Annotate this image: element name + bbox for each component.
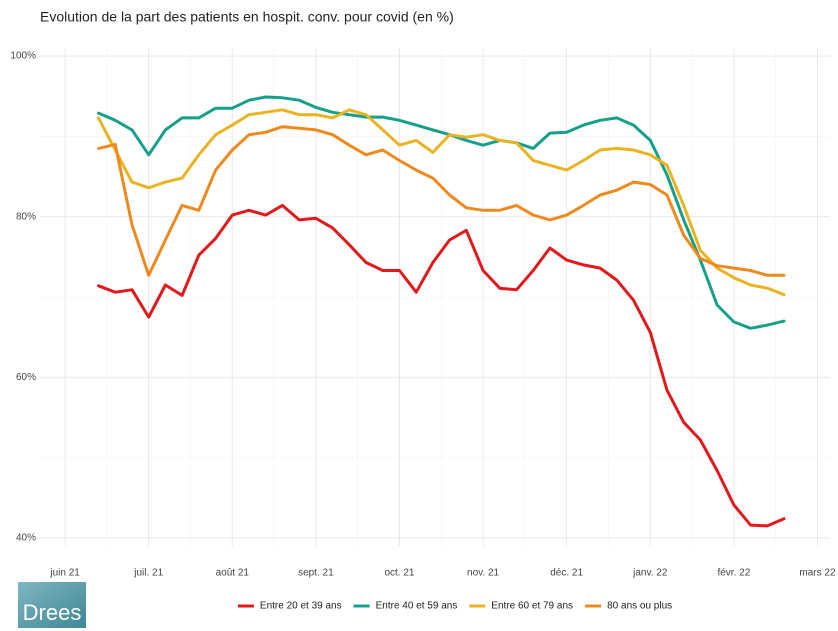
y-tick-label: 40% [16,533,36,544]
legend: Entre 20 et 39 ans Entre 40 et 59 ans Entr… [237,601,672,612]
logo-box [18,582,86,628]
x-tick-label: août 21 [216,568,250,579]
x-tick-label: juin 21 [49,568,80,579]
x-tick-label: juil. 21 [133,568,163,579]
legend-label: Entre 40 et 59 ans [376,601,458,612]
legend-label: Entre 60 et 79 ans [491,601,573,612]
chart-title: Evolution de la part des patients en hos… [40,9,454,25]
x-tick-label: nov. 21 [467,568,499,579]
x-tick-label: oct. 21 [384,568,414,579]
series-line [97,95,786,330]
series-line [97,108,786,297]
y-tick-label: 100% [10,51,36,62]
legend-item: Entre 20 et 39 ans [237,601,342,612]
legend-item: Entre 40 et 59 ans [353,601,458,612]
x-tick-label: févr. 22 [717,568,750,579]
x-tick-label: janv. 22 [632,568,668,579]
legend-label: Entre 20 et 39 ans [260,601,342,612]
legend-item: Entre 60 et 79 ans [469,601,573,612]
x-tick-label: déc. 21 [550,568,583,579]
plot-area: 40% 60% 80% 100% juin 21 juil. 21 août 21 sept.… [10,48,836,579]
legend-item: 80 ans ou plus [585,601,672,612]
logo: Drees [23,600,82,625]
series-line [97,125,786,277]
x-tick-label: sept. 21 [298,568,334,579]
x-tick-label: mars 22 [799,568,836,579]
y-tick-label: 60% [16,372,36,383]
legend-label: 80 ans ou plus [607,601,672,612]
series-line [97,203,786,528]
y-tick-label: 80% [16,211,36,222]
